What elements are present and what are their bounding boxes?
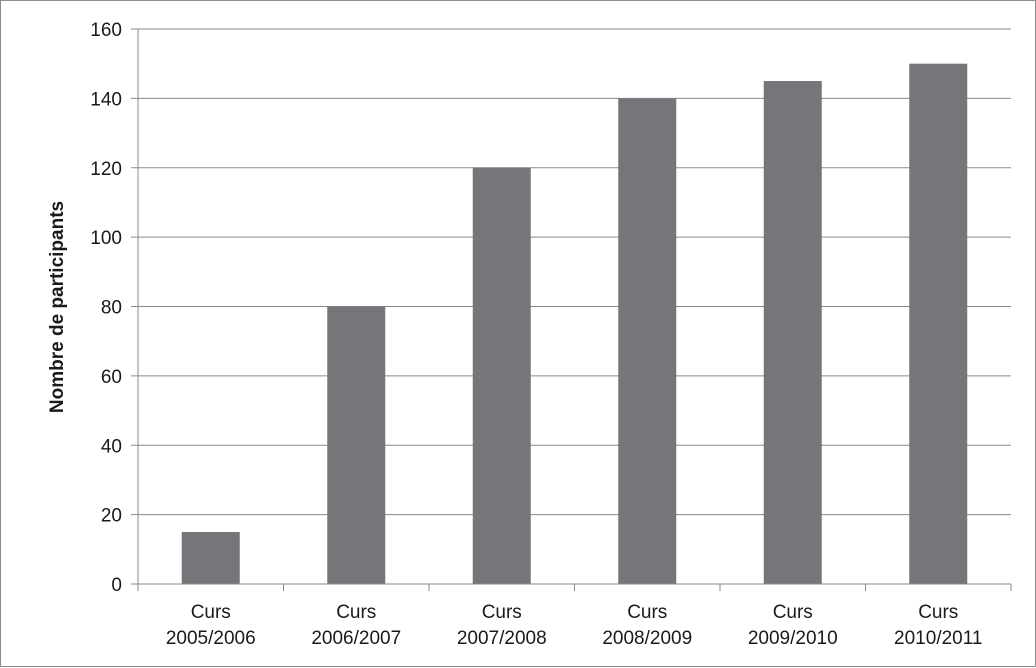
bars: [181, 63, 968, 584]
y-tick-label: 40: [101, 436, 122, 457]
x-tick-label: Curs 2005/2006: [166, 602, 256, 649]
x-tick-label: Curs 2007/2008: [457, 602, 547, 649]
y-tick-label: 160: [90, 20, 122, 41]
y-tick-label: 60: [101, 367, 122, 388]
y-tick-label: 140: [90, 89, 122, 110]
bar: [181, 531, 240, 584]
axes: [131, 28, 1012, 591]
x-tick-label: Curs 2008/2009: [602, 602, 692, 649]
gridlines: [138, 28, 1011, 516]
y-tick-label: 20: [101, 506, 122, 527]
bar: [472, 167, 531, 584]
x-tick-label: Curs 2006/2007: [311, 602, 401, 649]
bar: [909, 63, 968, 584]
bar: [327, 306, 386, 584]
x-tick-label: Curs 2009/2010: [748, 602, 838, 649]
y-tick-labels: 0 20 40 60 80 100 120 140 160: [90, 20, 122, 596]
y-tick-label: 120: [90, 159, 122, 180]
bar: [763, 81, 822, 584]
bar: [618, 98, 677, 584]
y-tick-label: 0: [111, 575, 122, 596]
x-tick-label: Curs 2010/2011: [894, 602, 982, 649]
y-tick-label: 80: [101, 298, 122, 319]
y-tick-label: 100: [90, 228, 122, 249]
y-axis-title: Nombre de participants: [47, 201, 68, 413]
x-tick-labels: Curs 2005/2006 Curs 2006/2007 Curs 2007/2008 C…: [166, 602, 983, 649]
